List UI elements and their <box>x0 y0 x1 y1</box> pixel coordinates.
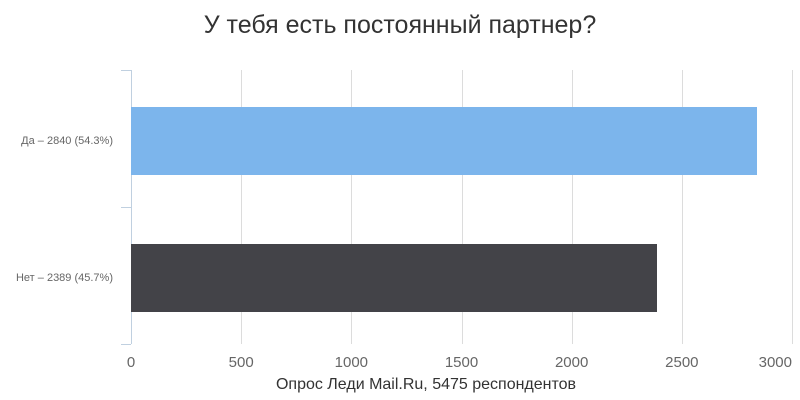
x-axis-tick-label-2000: 2000 <box>554 354 589 371</box>
axis-title-row: Опрос Леди Mail.Ru, 5475 респондентов <box>0 376 800 394</box>
x-axis-tick-label-500: 500 <box>228 354 254 371</box>
gridline-1500 <box>461 70 463 344</box>
x-axis-title: Опрос Леди Mail.Ru, 5475 респондентов <box>275 376 577 393</box>
x-axis-tick-label-2500: 2500 <box>665 354 699 371</box>
category-axis-tick <box>121 70 131 71</box>
plot-area <box>121 70 793 345</box>
category-label-Нет: Нет – 2389 (45.7%) <box>15 272 113 284</box>
category-label-Да: Да – 2840 (54.3%) <box>21 135 113 147</box>
gridline-2000 <box>571 70 573 344</box>
category-axis-line <box>131 70 132 344</box>
chart-title: У тебя есть постоянный партнер? <box>203 11 597 39</box>
category-axis-tick <box>121 207 131 208</box>
x-axis-tick-label-0: 0 <box>126 354 136 371</box>
bar-Да[interactable] <box>131 107 757 175</box>
x-axis-tick-label-3000: 3000 <box>758 354 792 371</box>
gridline-1000 <box>351 70 353 344</box>
gridline-2500 <box>681 70 683 344</box>
bar-Нет[interactable] <box>131 244 658 312</box>
gridline-3000 <box>792 70 793 344</box>
x-axis-tick-label-1000: 1000 <box>334 354 369 371</box>
x-axis-tick-label-1500: 1500 <box>444 354 479 371</box>
gridline-500 <box>241 70 243 344</box>
category-axis-tick <box>121 344 131 345</box>
